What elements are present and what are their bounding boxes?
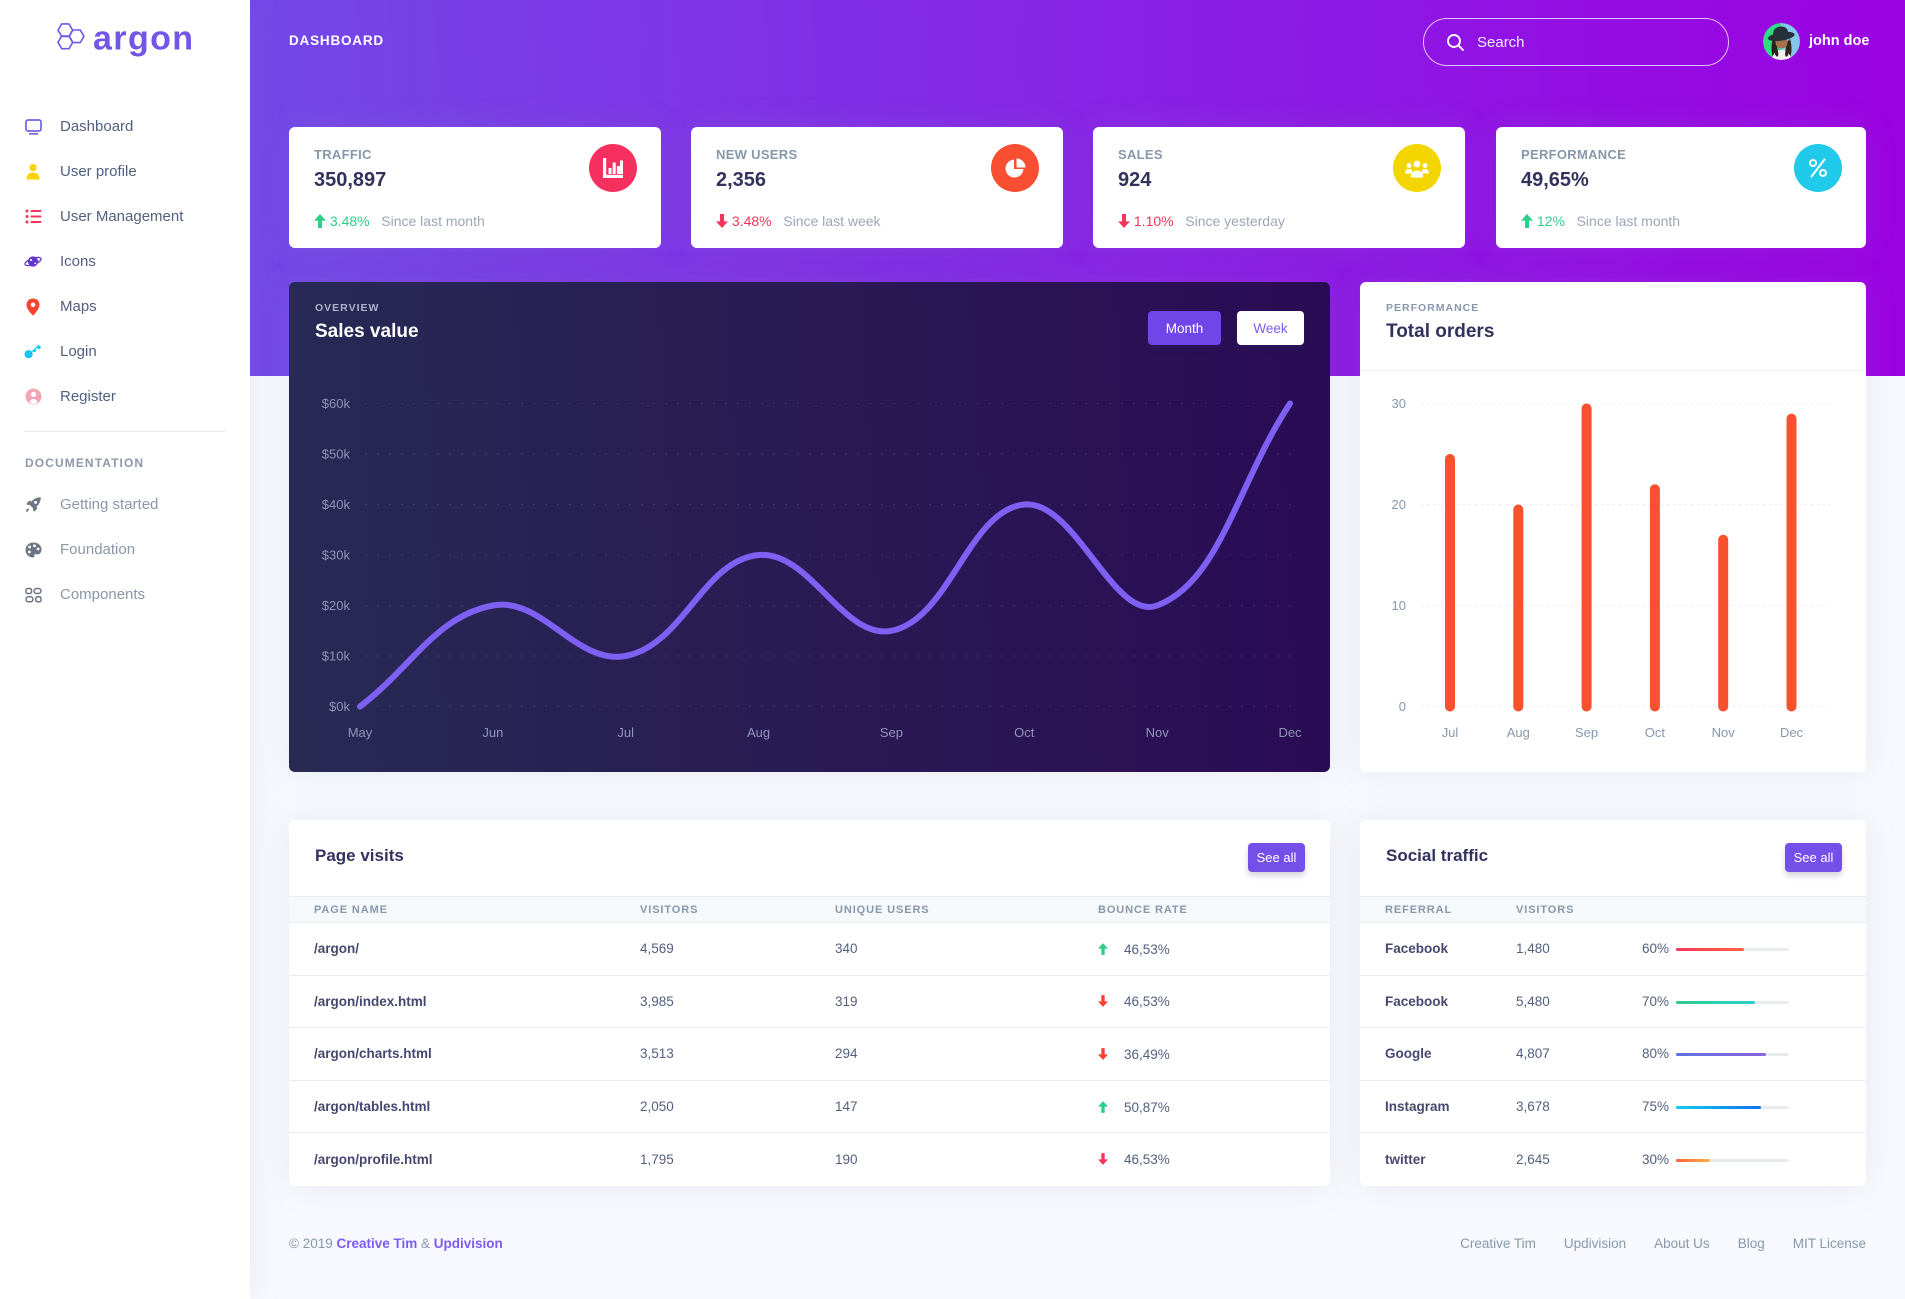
svg-text:$0k: $0k — [329, 699, 350, 714]
svg-text:Jun: Jun — [482, 725, 503, 740]
svg-text:20: 20 — [1392, 497, 1406, 512]
svg-text:Dec: Dec — [1278, 725, 1302, 740]
svg-text:Jul: Jul — [617, 725, 634, 740]
svg-text:Aug: Aug — [747, 725, 770, 740]
svg-text:30: 30 — [1392, 396, 1406, 411]
svg-text:Nov: Nov — [1712, 725, 1736, 740]
svg-text:$40k: $40k — [322, 497, 351, 512]
svg-text:$50k: $50k — [322, 447, 351, 462]
svg-text:0: 0 — [1399, 699, 1406, 714]
svg-text:$30k: $30k — [322, 548, 351, 563]
svg-text:Aug: Aug — [1507, 725, 1530, 740]
svg-text:argon: argon — [93, 22, 194, 58]
svg-text:Oct: Oct — [1014, 725, 1035, 740]
svg-text:Oct: Oct — [1645, 725, 1666, 740]
svg-text:Sep: Sep — [1575, 725, 1598, 740]
svg-text:Jul: Jul — [1442, 725, 1459, 740]
svg-text:$60k: $60k — [322, 396, 351, 411]
svg-text:10: 10 — [1392, 598, 1406, 613]
svg-text:$10k: $10k — [322, 649, 351, 664]
svg-text:Nov: Nov — [1146, 725, 1170, 740]
svg-text:$20k: $20k — [322, 598, 351, 613]
svg-text:Dec: Dec — [1780, 725, 1804, 740]
svg-text:Sep: Sep — [880, 725, 903, 740]
svg-text:May: May — [348, 725, 373, 740]
